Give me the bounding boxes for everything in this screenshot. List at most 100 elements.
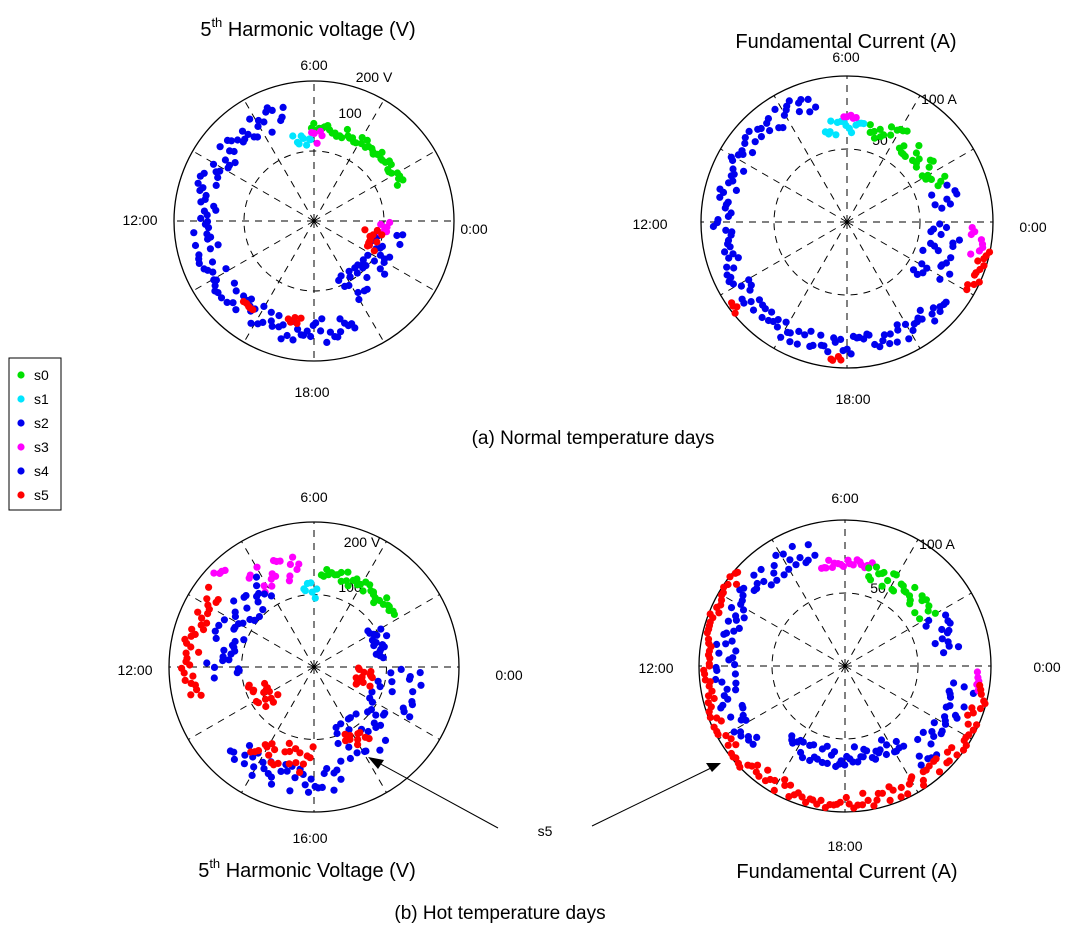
- data-point-s5: [748, 762, 756, 770]
- data-point-s4: [377, 625, 385, 633]
- data-point-s4: [231, 159, 239, 167]
- data-point-s4: [393, 231, 401, 240]
- data-point-s0: [884, 577, 892, 585]
- data-point-s5: [254, 699, 262, 707]
- data-point-s0: [383, 594, 391, 602]
- data-point-s0: [911, 609, 919, 617]
- polar-grid: [698, 519, 992, 813]
- data-point-s3: [974, 673, 982, 682]
- data-point-s4: [732, 679, 740, 687]
- data-point-s4: [254, 122, 262, 130]
- arrowhead-right-icon: [706, 763, 721, 772]
- data-point-s4: [727, 713, 735, 721]
- data-point-s0: [317, 571, 325, 579]
- data-point-s1: [308, 588, 316, 596]
- data-point-s5: [262, 702, 270, 711]
- data-point-s4: [225, 656, 233, 664]
- data-point-s4: [397, 665, 405, 674]
- data-point-s4: [930, 719, 938, 727]
- data-point-s5: [204, 610, 212, 618]
- data-point-s4: [190, 229, 198, 237]
- data-point-s3: [308, 128, 316, 137]
- data-point-s5: [976, 681, 984, 690]
- data-point-s0: [926, 156, 935, 164]
- data-point-s5: [965, 731, 973, 739]
- data-point-s5: [964, 281, 972, 289]
- data-point-s4: [768, 308, 776, 316]
- angle-label-12: 12:00: [117, 662, 152, 678]
- data-point-s4: [730, 728, 738, 736]
- data-point-s4: [918, 260, 926, 268]
- data-point-s4: [406, 713, 414, 721]
- grid-spoke: [313, 541, 387, 668]
- data-point-s0: [918, 172, 926, 180]
- angle-label-12: 12:00: [638, 660, 673, 676]
- data-point-s4: [780, 111, 789, 119]
- data-point-s4: [810, 741, 818, 749]
- data-point-s4: [919, 246, 927, 254]
- data-point-s4: [863, 747, 871, 755]
- data-point-s5: [704, 692, 713, 700]
- data-point-s4: [720, 630, 728, 638]
- grid-spoke: [313, 220, 436, 292]
- data-point-s5: [296, 749, 304, 757]
- data-point-s5: [948, 744, 956, 752]
- data-point-s4: [370, 257, 378, 265]
- data-point-s0: [343, 125, 351, 134]
- data-point-s4: [766, 127, 774, 135]
- data-point-s4: [892, 737, 900, 746]
- data-point-s4: [381, 709, 389, 717]
- data-point-s4: [247, 319, 255, 327]
- data-point-s4: [294, 325, 302, 333]
- data-point-s4: [802, 559, 810, 567]
- data-point-s0: [918, 592, 926, 600]
- grid-spoke: [771, 665, 846, 793]
- data-points: [190, 103, 407, 346]
- data-point-s4: [929, 225, 938, 233]
- data-point-s4: [745, 736, 753, 744]
- data-point-s4: [232, 306, 240, 314]
- data-point-s0: [876, 125, 884, 133]
- angle-label-0: 0:00: [1019, 219, 1046, 235]
- data-point-s5: [710, 694, 718, 703]
- data-point-s4: [212, 634, 220, 643]
- data-point-s5: [286, 318, 295, 326]
- data-point-s4: [811, 551, 819, 559]
- data-point-s4: [351, 324, 359, 332]
- data-point-s4: [221, 156, 229, 164]
- legend-label-s2: s2: [34, 415, 49, 431]
- data-point-s4: [337, 775, 345, 783]
- data-point-s4: [354, 288, 362, 297]
- data-point-s5: [212, 598, 220, 607]
- data-point-s4: [363, 285, 371, 293]
- data-point-s4: [718, 678, 726, 686]
- chart-title: 5th Harmonic Voltage (V): [198, 856, 416, 882]
- data-point-s4: [230, 748, 238, 756]
- data-point-s5: [186, 661, 194, 669]
- grid-spoke: [313, 150, 436, 222]
- data-point-s4: [229, 299, 237, 307]
- data-point-s4: [880, 331, 889, 339]
- s5-annotation: s5: [368, 757, 721, 839]
- data-point-s4: [399, 231, 407, 239]
- legend-marker-s2: [17, 419, 25, 427]
- data-point-s5: [706, 654, 714, 662]
- data-point-s4: [942, 298, 950, 306]
- legend-marker-s3: [17, 443, 25, 451]
- angle-label-0: 0:00: [495, 667, 522, 683]
- data-point-s5: [837, 356, 845, 364]
- data-point-s4: [275, 312, 283, 320]
- inner-ring: [773, 148, 921, 296]
- data-point-s4: [376, 746, 384, 754]
- data-point-s5: [858, 801, 867, 809]
- data-point-s4: [717, 704, 725, 712]
- data-point-s1: [297, 132, 305, 140]
- data-point-s5: [309, 743, 317, 751]
- data-point-s4: [883, 741, 891, 749]
- data-point-s4: [955, 236, 964, 244]
- data-point-s4: [739, 704, 747, 712]
- data-point-s4: [737, 600, 745, 608]
- legend: s0 s1 s2 s3 s4 s5: [8, 357, 62, 511]
- data-point-s4: [233, 669, 241, 677]
- data-point-s4: [267, 780, 276, 788]
